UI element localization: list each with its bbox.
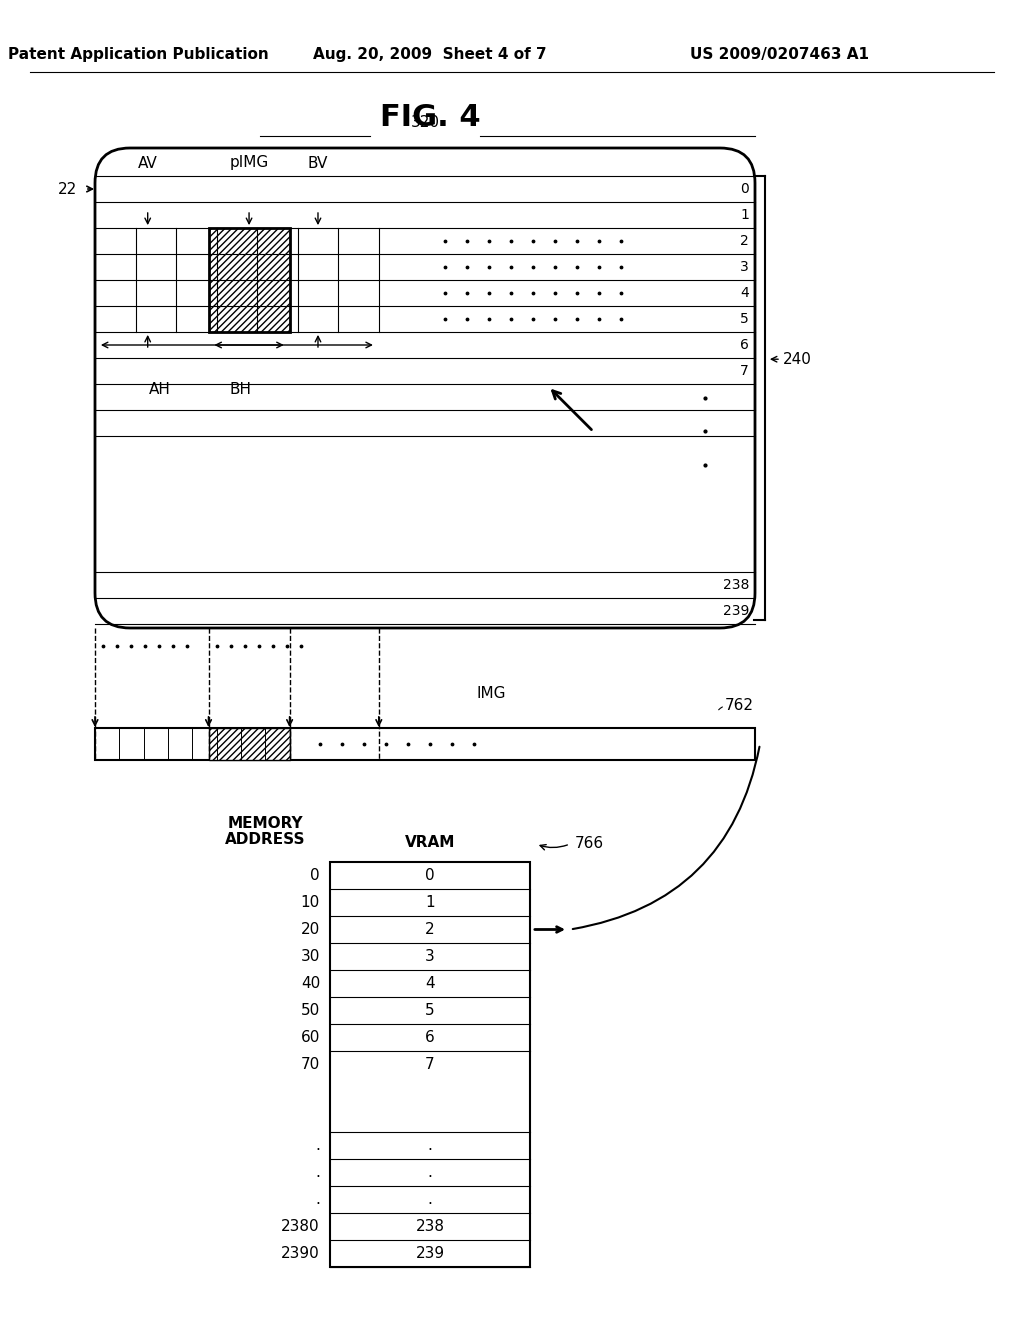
Text: pIMG: pIMG [229,156,268,170]
Text: 2: 2 [740,234,749,248]
Text: 6: 6 [425,1030,435,1045]
Text: 239: 239 [416,1246,444,1261]
Text: 3: 3 [425,949,435,964]
Text: BH: BH [230,381,252,397]
Text: 4: 4 [740,286,749,300]
Text: 4: 4 [425,975,435,991]
Text: .: . [428,1166,432,1180]
Text: 10: 10 [301,895,319,909]
Text: 3: 3 [740,260,749,275]
Text: .: . [315,1166,319,1180]
Text: 5: 5 [740,312,749,326]
Text: 5: 5 [425,1003,435,1018]
Text: 40: 40 [301,975,319,991]
Text: 320: 320 [411,115,439,129]
Text: 22: 22 [57,181,77,197]
Text: Patent Application Publication: Patent Application Publication [7,48,268,62]
Bar [330,862,530,1267]
Text: 0: 0 [740,182,749,195]
Text: Aug. 20, 2009  Sheet 4 of 7: Aug. 20, 2009 Sheet 4 of 7 [313,48,547,62]
Text: 2: 2 [425,921,435,937]
Text: 50: 50 [301,1003,319,1018]
Text: 20: 20 [301,921,319,937]
Text: 7: 7 [425,1057,435,1072]
Text: 2380: 2380 [282,1218,319,1234]
Text: 0: 0 [310,869,319,883]
Text: 238: 238 [416,1218,444,1234]
Text: 6: 6 [740,338,749,352]
Text: 766: 766 [575,837,604,851]
Text: .: . [315,1192,319,1206]
Text: MEMORY: MEMORY [227,817,303,832]
Text: AH: AH [148,381,171,397]
Text: 239: 239 [723,605,749,618]
Text: .: . [428,1192,432,1206]
Text: FIG. 4: FIG. 4 [380,103,480,132]
Text: 2390: 2390 [282,1246,319,1261]
Text: IMG: IMG [476,685,506,701]
Text: VRAM: VRAM [404,836,456,850]
Text: 1: 1 [425,895,435,909]
Text: 60: 60 [301,1030,319,1045]
Text: 0: 0 [425,869,435,883]
Bar [209,228,290,333]
FancyBboxPatch shape [95,148,755,628]
Bar [209,729,290,760]
Text: ADDRESS: ADDRESS [224,833,305,847]
Text: AV: AV [138,156,158,170]
Text: BV: BV [308,156,328,170]
Text: 762: 762 [725,698,754,714]
Text: US 2009/0207463 A1: US 2009/0207463 A1 [690,48,869,62]
Text: 238: 238 [723,578,749,591]
Text: .: . [428,1138,432,1152]
Text: 1: 1 [740,209,749,222]
Text: 240: 240 [783,351,812,367]
Text: .: . [315,1138,319,1152]
Text: 30: 30 [301,949,319,964]
Text: 70: 70 [301,1057,319,1072]
Text: 7: 7 [740,364,749,378]
Bar [95,729,755,760]
